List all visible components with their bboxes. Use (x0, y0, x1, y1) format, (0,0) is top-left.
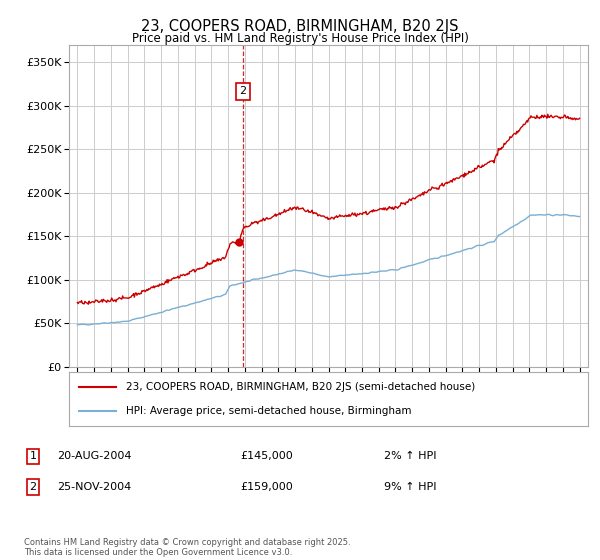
Text: £145,000: £145,000 (240, 451, 293, 461)
Text: 2: 2 (29, 482, 37, 492)
Text: 25-NOV-2004: 25-NOV-2004 (57, 482, 131, 492)
Text: Price paid vs. HM Land Registry's House Price Index (HPI): Price paid vs. HM Land Registry's House … (131, 32, 469, 45)
Text: 1: 1 (29, 451, 37, 461)
Text: 9% ↑ HPI: 9% ↑ HPI (384, 482, 437, 492)
Text: 20-AUG-2004: 20-AUG-2004 (57, 451, 131, 461)
Text: £159,000: £159,000 (240, 482, 293, 492)
Text: 23, COOPERS ROAD, BIRMINGHAM, B20 2JS (semi-detached house): 23, COOPERS ROAD, BIRMINGHAM, B20 2JS (s… (126, 382, 475, 393)
Text: 23, COOPERS ROAD, BIRMINGHAM, B20 2JS: 23, COOPERS ROAD, BIRMINGHAM, B20 2JS (141, 19, 459, 34)
Text: 2% ↑ HPI: 2% ↑ HPI (384, 451, 437, 461)
Text: 2: 2 (239, 86, 247, 96)
Text: Contains HM Land Registry data © Crown copyright and database right 2025.
This d: Contains HM Land Registry data © Crown c… (24, 538, 350, 557)
Text: HPI: Average price, semi-detached house, Birmingham: HPI: Average price, semi-detached house,… (126, 405, 412, 416)
